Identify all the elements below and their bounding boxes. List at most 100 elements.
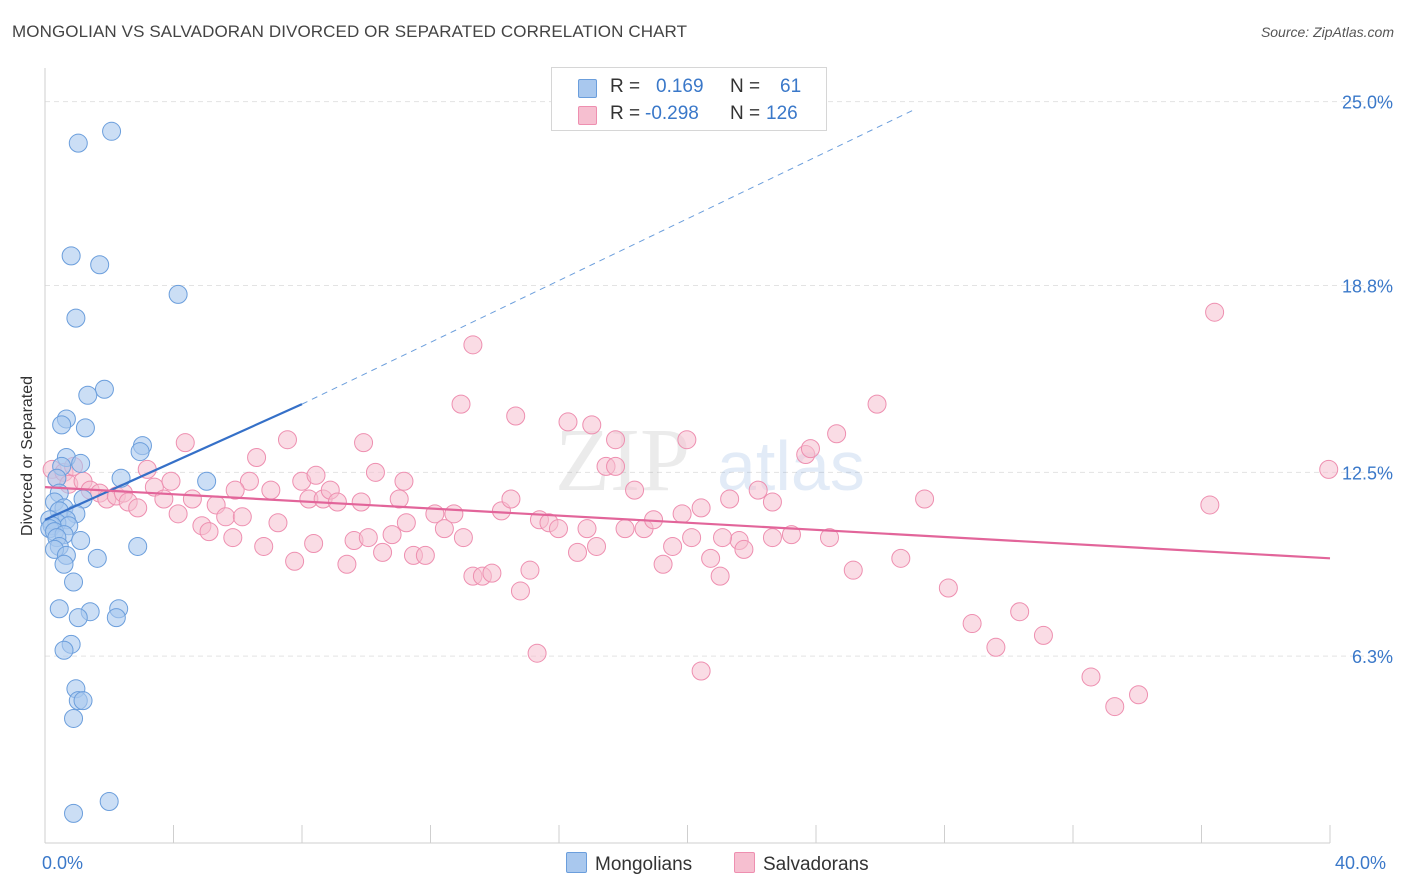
stats-swatch-blue <box>578 79 597 98</box>
mongolian-point <box>94 379 114 399</box>
salvadoran-point <box>161 471 181 491</box>
salvadoran-point <box>800 439 820 459</box>
salvadoran-point <box>1010 602 1030 622</box>
salvadoran-point <box>867 394 887 414</box>
mongolian-point <box>128 536 148 556</box>
salvadoran-point <box>175 433 195 453</box>
mongolian-point <box>87 548 107 568</box>
salvadoran-point <box>548 519 568 539</box>
stats-row-salvadorans: R = -0.298 N = 126 <box>552 100 826 128</box>
salvadoran-point <box>463 335 483 355</box>
mongolian-point <box>68 608 88 628</box>
salvadoran-point <box>558 412 578 432</box>
salvadoran-point <box>691 661 711 681</box>
axes <box>44 68 1331 844</box>
salvadoran-point <box>382 525 402 545</box>
salvadoran-point <box>232 507 252 527</box>
salvadoran-point <box>396 513 416 533</box>
salvadoran-point <box>520 560 540 580</box>
salvadoran-point <box>354 433 374 453</box>
salvadoran-point <box>762 492 782 512</box>
salvadoran-point <box>1200 495 1220 515</box>
legend-salvadorans[interactable]: Salvadorans <box>734 852 869 876</box>
salvadoran-point <box>691 498 711 518</box>
mongolian-point <box>49 599 69 619</box>
mongolian-trend-line <box>44 403 303 521</box>
mongolian-point <box>54 554 74 574</box>
salvadoran-point <box>358 528 378 548</box>
mongolian-point <box>106 608 126 628</box>
salvadoran-point <box>710 566 730 586</box>
x-tick-min: 0.0% <box>42 853 84 873</box>
n-label: N = <box>730 76 761 97</box>
r-label: R = <box>610 103 641 124</box>
salvadoran-point <box>843 560 863 580</box>
mongolian-point <box>197 471 217 491</box>
salvadoran-point <box>247 448 267 467</box>
source-label: Source: ZipAtlas.com <box>1260 24 1394 40</box>
salvadoran-point <box>254 536 274 556</box>
salvadoran-point <box>277 430 297 450</box>
mongolian-point <box>61 246 81 266</box>
salvadoran-point <box>713 528 733 548</box>
r-value: -0.298 <box>645 103 699 124</box>
salvadoran-point <box>891 548 911 568</box>
mongolian-point <box>73 691 93 711</box>
salvadoran-point <box>625 480 645 500</box>
mongolian-point <box>75 418 95 438</box>
salvadoran-point <box>510 581 530 601</box>
salvadoran-point <box>304 533 324 553</box>
salvadoran-point <box>734 539 754 559</box>
y-tick-label: 18.8% <box>1342 277 1393 297</box>
stats-row-mongolians: R = 0.169 N = 61 <box>552 73 826 101</box>
salvadoran-point <box>677 430 697 450</box>
mongolian-point <box>130 442 150 462</box>
salvadoran-point <box>337 554 357 574</box>
salvadoran-point <box>501 489 521 509</box>
mongolian-point <box>66 308 86 328</box>
salvadoran-point <box>701 548 721 568</box>
salvadoran-point <box>268 513 288 533</box>
salvadoran-point <box>482 563 502 583</box>
salvadoran-point <box>682 528 702 548</box>
salvadoran-point <box>182 489 202 509</box>
r-label: R = <box>610 76 641 97</box>
salvadoran-point <box>351 492 371 512</box>
salvadoran-point <box>762 528 782 548</box>
salvadoran-point <box>451 394 471 414</box>
salvadoran-point <box>827 424 847 444</box>
salvadoran-point <box>453 528 473 548</box>
legend-swatch-pink <box>734 852 755 873</box>
legend-mongolians[interactable]: Mongolians <box>566 852 692 876</box>
salvadoran-point <box>415 545 435 565</box>
mongolian-point <box>99 791 119 811</box>
mongolian-point <box>54 640 74 660</box>
salvadoran-point <box>225 480 245 500</box>
y-axis-label: Divorced or Separated <box>19 375 36 537</box>
salvadoran-point <box>1033 625 1053 645</box>
salvadoran-point <box>1129 685 1149 705</box>
salvadoran-point <box>582 415 602 435</box>
mongolian-point <box>78 385 98 405</box>
salvadoran-point <box>1319 459 1339 479</box>
salvadoran-point <box>819 528 839 548</box>
salvadoran-point <box>663 536 683 556</box>
salvadoran-point <box>285 551 305 571</box>
salvadoran-point <box>781 525 801 545</box>
salvadoran-point <box>1081 667 1101 687</box>
y-tick-label: 6.3% <box>1352 647 1393 667</box>
salvadoran-point <box>373 542 393 562</box>
mongolians-points <box>40 121 217 823</box>
legend-label-salvadorans: Salvadorans <box>763 854 869 875</box>
y-tick-label: 25.0% <box>1342 93 1393 113</box>
salvadoran-point <box>962 614 982 634</box>
trend-lines <box>44 110 1331 560</box>
mongolian-point <box>168 284 188 304</box>
salvadoran-point <box>606 430 626 450</box>
mongolian-point <box>64 803 84 823</box>
chart-title: MONGOLIAN VS SALVADORAN DIVORCED OR SEPA… <box>12 22 688 41</box>
salvadoran-point <box>938 578 958 598</box>
salvadoran-point <box>128 498 148 518</box>
stats-swatch-pink <box>578 106 597 125</box>
